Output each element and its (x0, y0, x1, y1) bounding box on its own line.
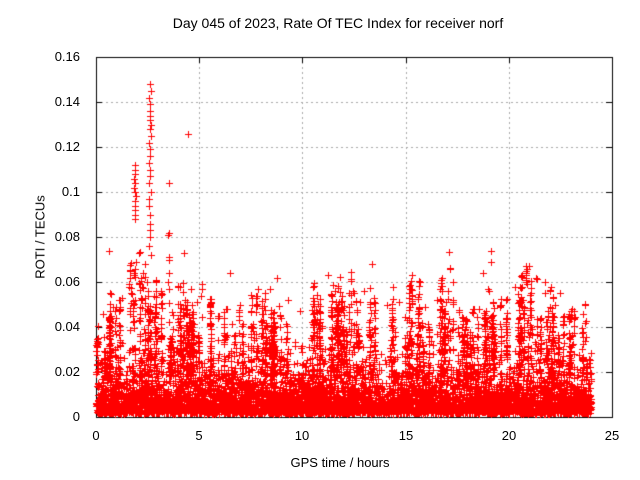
x-tick-label: 20 (501, 428, 517, 443)
x-tick-label: 15 (398, 428, 414, 443)
y-tick-label: 0.04 (54, 319, 80, 334)
y-tick-label: 0 (72, 409, 80, 424)
x-tick-label: 10 (294, 428, 310, 443)
x-axis-label: GPS time / hours (290, 455, 390, 470)
y-tick-label: 0.1 (61, 184, 80, 199)
y-tick-label: 0.12 (54, 139, 80, 154)
y-tick-label: 0.02 (54, 364, 80, 379)
x-tick-label: 0 (92, 428, 100, 443)
chart-title: Day 045 of 2023, Rate Of TEC Index for r… (172, 15, 504, 31)
x-tick-label: 25 (604, 428, 620, 443)
x-tick-label: 5 (195, 428, 203, 443)
y-tick-label: 0.08 (54, 229, 80, 244)
y-tick-label: 0.14 (54, 94, 80, 109)
y-tick-label: 0.06 (54, 274, 80, 289)
y-tick-label: 0.16 (54, 49, 80, 64)
